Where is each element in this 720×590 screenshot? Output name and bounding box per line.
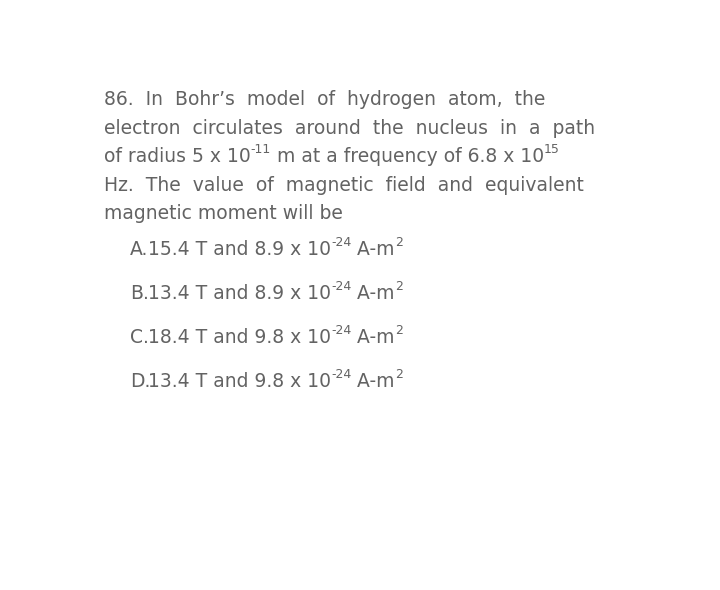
Text: D.: D. xyxy=(130,372,150,391)
Text: 2: 2 xyxy=(395,280,402,293)
Text: A-m: A-m xyxy=(351,240,395,259)
Text: magnetic moment will be: magnetic moment will be xyxy=(104,204,343,223)
Text: Hz.  The  value  of  magnetic  field  and  equivalent: Hz. The value of magnetic field and equi… xyxy=(104,175,584,195)
Text: A-m: A-m xyxy=(351,372,395,391)
Text: 2: 2 xyxy=(395,237,402,250)
Text: 18.4 T and 9.8 x 10: 18.4 T and 9.8 x 10 xyxy=(148,328,331,347)
Text: electron  circulates  around  the  nucleus  in  a  path: electron circulates around the nucleus i… xyxy=(104,119,595,137)
Text: A-m: A-m xyxy=(351,328,395,347)
Text: m at a frequency of 6.8 x 10: m at a frequency of 6.8 x 10 xyxy=(271,147,544,166)
Text: of radius 5 x 10: of radius 5 x 10 xyxy=(104,147,251,166)
Text: 2: 2 xyxy=(395,368,402,381)
Text: 13.4 T and 8.9 x 10: 13.4 T and 8.9 x 10 xyxy=(148,284,331,303)
Text: -11: -11 xyxy=(251,143,271,156)
Text: 15: 15 xyxy=(544,143,560,156)
Text: A.: A. xyxy=(130,240,148,259)
Text: C.: C. xyxy=(130,328,149,347)
Text: A-m: A-m xyxy=(351,284,395,303)
Text: 2: 2 xyxy=(395,324,402,337)
Text: -24: -24 xyxy=(331,237,351,250)
Text: 13.4 T and 9.8 x 10: 13.4 T and 9.8 x 10 xyxy=(148,372,331,391)
Text: -24: -24 xyxy=(331,324,351,337)
Text: -24: -24 xyxy=(331,368,351,381)
Text: 15.4 T and 8.9 x 10: 15.4 T and 8.9 x 10 xyxy=(148,240,331,259)
Text: B.: B. xyxy=(130,284,149,303)
Text: -24: -24 xyxy=(331,280,351,293)
Text: 86.  In  Bohr’s  model  of  hydrogen  atom,  the: 86. In Bohr’s model of hydrogen atom, th… xyxy=(104,90,545,109)
